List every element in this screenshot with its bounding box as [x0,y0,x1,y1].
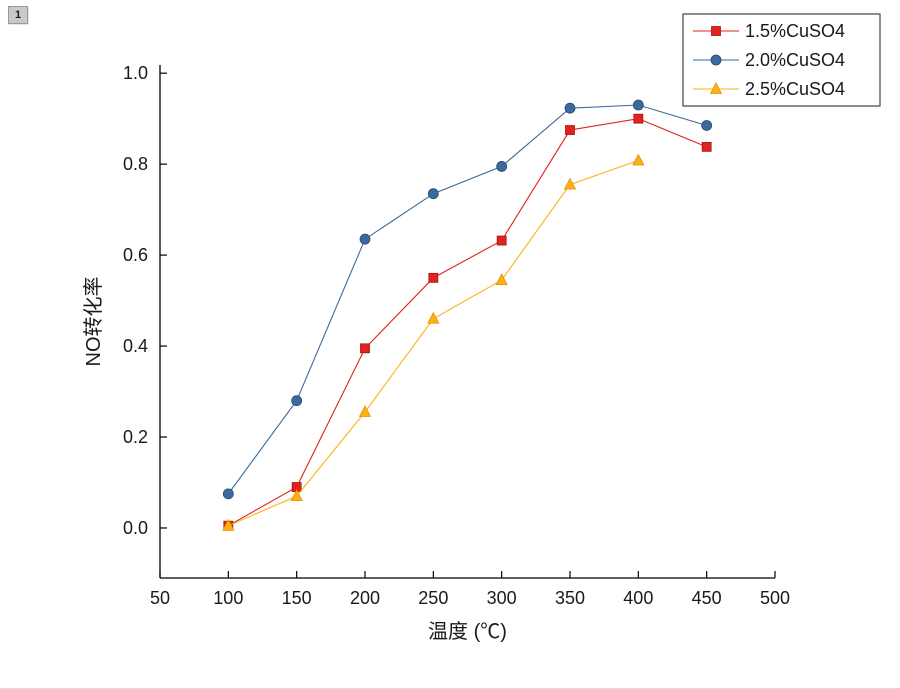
legend-item: 2.5%CuSO4 [693,79,845,99]
data-point-marker [701,120,713,131]
y-axis-label: NO转化率 [82,277,105,367]
data-point-marker [632,99,644,111]
x-tick-label: 150 [282,588,312,608]
series-1.5%CuSO4 [223,113,712,531]
y-tick-label: 0.4 [123,336,148,356]
legend-item: 1.5%CuSO4 [693,21,845,41]
x-tick-label: 300 [487,588,517,608]
data-point-marker [222,488,234,500]
data-point-marker [495,273,508,286]
x-tick-label: 250 [418,588,448,608]
series-line [227,104,707,495]
y-tick-label: 0.6 [123,245,148,265]
data-point-marker [701,141,712,152]
data-point-marker [709,82,723,94]
x-tick-label: 500 [760,588,790,608]
data-point-marker [496,235,507,246]
data-point-marker [359,233,371,245]
y-tick-label: 0.0 [123,518,148,538]
x-tick-label: 200 [350,588,380,608]
data-point-marker [360,343,370,354]
x-tick-label: 50 [150,588,170,608]
data-point-marker [428,272,439,283]
data-point-marker [563,177,577,190]
series-line [228,118,707,527]
data-point-marker [633,113,644,124]
legend: 1.5%CuSO4 2.0%CuSO4 2.5%CuSO4 [682,13,881,107]
y-tick-label: 0.2 [123,427,148,447]
data-point-marker [565,125,575,135]
x-axis-label: 温度 (℃) [428,620,507,643]
x-tick-label: 350 [555,588,585,608]
data-point-marker [496,161,508,172]
data-point-marker [358,405,372,417]
y-tick-label: 1.0 [123,63,148,83]
x-tick-label: 450 [692,588,722,608]
legend-label: 2.5%CuSO4 [745,79,845,99]
data-point-marker [222,518,235,531]
series-2.0%CuSO4 [222,99,713,500]
x-tick-label: 400 [623,588,653,608]
legend-label: 1.5%CuSO4 [745,21,845,41]
data-point-marker [427,188,439,200]
data-point-marker [427,311,440,324]
data-point-marker [632,153,645,166]
legend-item: 2.0%CuSO4 [693,50,845,70]
x-tick-label: 100 [213,588,243,608]
data-point-marker [291,395,303,407]
legend-label: 2.0%CuSO4 [745,50,845,70]
y-tick-label: 0.8 [123,154,148,174]
data-point-marker [564,102,576,114]
page-number-badge: 1 [8,6,28,24]
series-line [228,159,639,527]
series-2.5%CuSO4 [222,153,645,531]
data-point-marker [710,54,722,66]
data-point-marker [290,489,303,502]
data-point-marker [711,26,721,36]
